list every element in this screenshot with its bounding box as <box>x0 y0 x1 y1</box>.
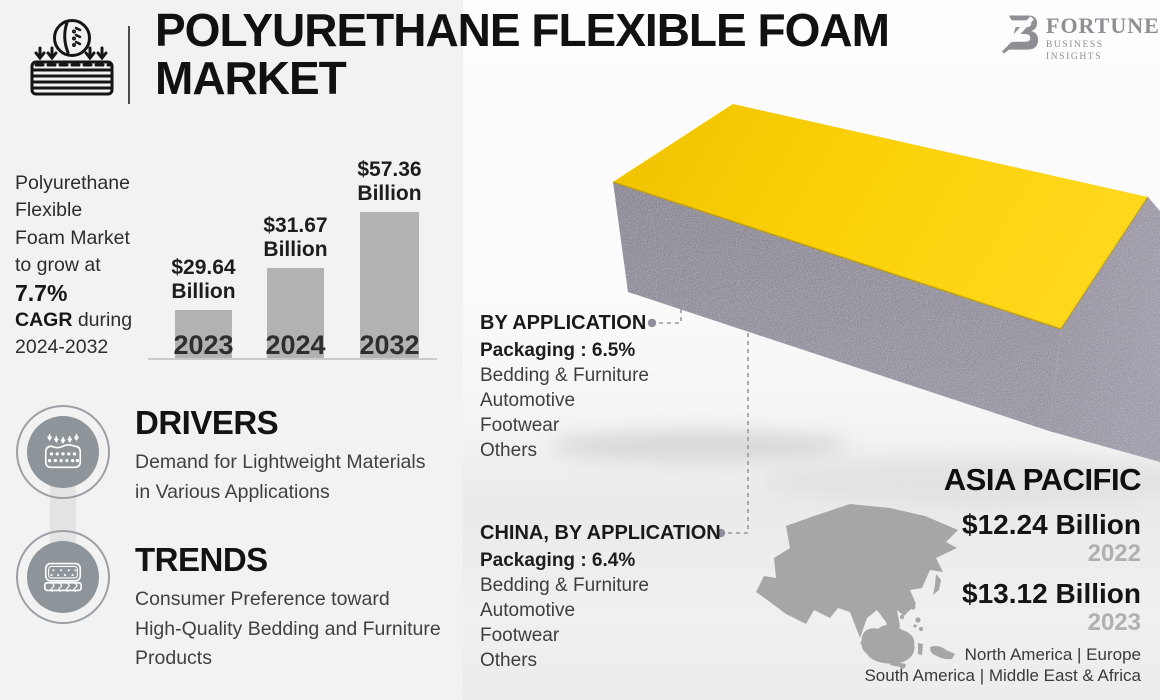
growth-note-line: Polyurethane <box>15 172 130 194</box>
growth-note-line: 2024-2032 <box>15 336 109 359</box>
bar-value-label: $29.64 Billion <box>171 256 236 303</box>
chart-bar-2023: $29.64 Billion 2023 <box>171 256 235 360</box>
brand-logo: FORTUNE BUSINESS INSIGHTS <box>1001 12 1160 63</box>
asia-pacific-year: 2022 <box>1087 540 1141 567</box>
china-by-application-heading: CHINA, BY APPLICATION <box>480 522 721 544</box>
drivers-circle <box>27 416 99 488</box>
growth-note-line: to grow at <box>15 253 101 276</box>
by-application-section: BY APPLICATION Packaging : 6.5% Bedding … <box>480 311 750 463</box>
application-item: Automotive <box>480 600 576 621</box>
header-divider <box>128 26 130 104</box>
regions-line1: North America | Europe <box>964 645 1141 664</box>
application-item: Bedding & Furniture <box>480 365 649 386</box>
foam-dots-icon <box>44 433 82 469</box>
trends-heading: TRENDS <box>135 541 268 578</box>
trends-ring <box>16 530 110 624</box>
by-application-heading: BY APPLICATION <box>480 312 647 334</box>
growth-note-line: CAGR during <box>15 309 133 332</box>
chart-axis-line <box>148 358 437 360</box>
bar-chart: $29.64 Billion 2023 $31.67 Billion 2024 $57.36… <box>148 158 438 360</box>
growth-note: Polyurethane Flexible Foam Market to grow a… <box>15 170 165 362</box>
asia-pacific-heading: ASIA PACIFIC <box>943 462 1142 497</box>
application-item: Footwear <box>480 625 560 646</box>
application-item: Automotive <box>480 390 576 411</box>
drivers-ring <box>16 405 110 499</box>
trends-circle <box>27 541 99 613</box>
trends-body-line: Consumer Preference toward <box>135 588 390 610</box>
drivers-body: Demand for Lightweight Materials in Vario… <box>135 448 465 507</box>
asia-pacific-year: 2023 <box>1087 609 1141 636</box>
bar-value-label: $57.36 Billion <box>357 158 422 205</box>
china-by-application-highlight: Packaging : 6.4% <box>480 550 636 571</box>
page-title: POLYURETHANE FLEXIBLE FOAM MARKET <box>155 6 985 102</box>
asia-pacific-value: $12.24 Billion <box>962 509 1141 540</box>
by-application-highlight: Packaging : 6.5% <box>480 340 636 361</box>
regions-line2: South America | Middle East & Africa <box>864 665 1141 685</box>
growth-note-line: Foam Market <box>15 226 130 249</box>
brand-tagline: BUSINESS INSIGHTS <box>1046 40 1104 62</box>
bar-year-label: 2032 <box>359 330 420 360</box>
page-title-line1: POLYURETHANE FLEXIBLE FOAM <box>155 4 890 56</box>
drivers-body-line: in Various Applications <box>135 480 330 503</box>
china-by-application-section: CHINA, BY APPLICATION Packaging : 6.4% B… <box>480 521 750 673</box>
application-item: Bedding & Furniture <box>480 575 649 596</box>
trends-body-line: Products <box>135 647 212 669</box>
trends-body-line: High-Quality Bedding and Furniture <box>135 617 441 640</box>
bar-year-label: 2024 <box>265 330 326 360</box>
fortune-logo-mark <box>1001 15 1039 54</box>
china-by-application-items: Bedding & Furniture Automotive Footwear Oth… <box>480 573 750 673</box>
application-item: Footwear <box>480 415 560 436</box>
chart-bar-2024: $31.67 Billion 2024 <box>263 214 327 360</box>
asia-pacific-value: $13.12 Billion <box>962 578 1141 609</box>
growth-note-line: Flexible <box>15 199 83 222</box>
application-item: Others <box>480 650 538 671</box>
growth-note-line: 7.7% <box>15 280 68 307</box>
brand-name: FORTUNE <box>1046 13 1160 38</box>
bar-value-label: $31.67 Billion <box>263 214 328 261</box>
drivers-heading: DRIVERS <box>135 404 279 441</box>
bar-year-label: 2023 <box>173 330 234 360</box>
drivers-body-line: Demand for Lightweight Materials <box>135 451 426 473</box>
regions-list: North America | Europe South America | M… <box>864 645 1141 686</box>
asia-map <box>756 504 958 669</box>
trends-body: Consumer Preference toward High-Quality B… <box>135 585 465 674</box>
mattress-springs-icon <box>43 562 83 592</box>
trends-section: TRENDS Consumer Preference toward High-Qu… <box>135 541 465 674</box>
brand-texts: FORTUNE BUSINESS INSIGHTS <box>1046 12 1160 63</box>
application-item: Others <box>480 440 538 461</box>
by-application-items: Bedding & Furniture Automotive Footwear Oth… <box>480 363 750 463</box>
drivers-section: DRIVERS Demand for Lightweight Materials… <box>135 404 465 507</box>
foam-compression-icon <box>30 19 114 96</box>
page-title-line2: MARKET <box>155 52 347 104</box>
asia-pacific-section: ASIA PACIFIC $12.24 Billion 2022 $13.12 Bi… <box>943 462 1142 636</box>
chart-bar-2032: $57.36 Billion 2032 <box>357 158 421 360</box>
asia-pacific-stats: $12.24 Billion 2022 $13.12 Billion 2023 <box>944 509 1141 636</box>
